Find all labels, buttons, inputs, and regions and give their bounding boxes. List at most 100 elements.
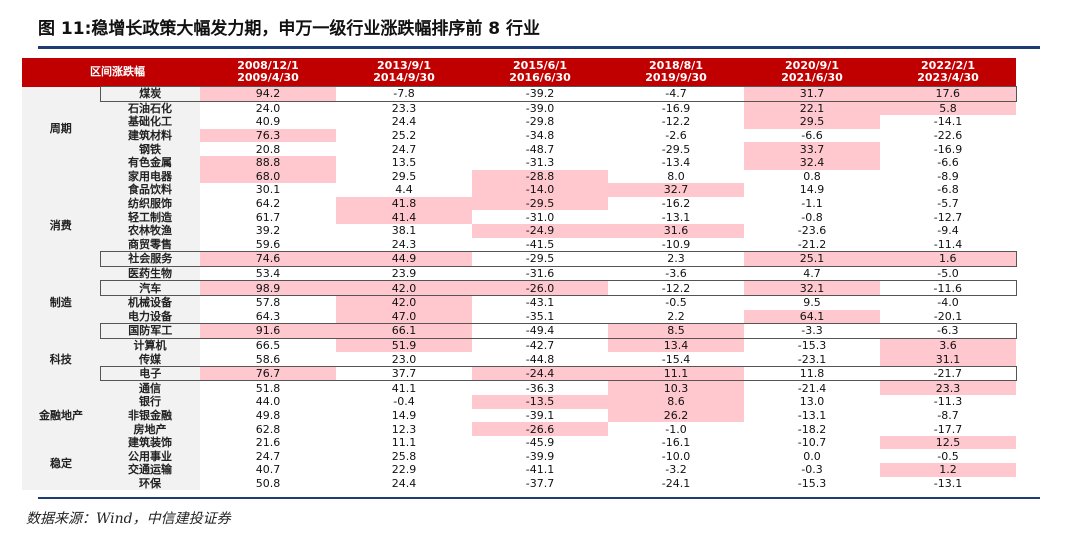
- value-cell: -11.3: [933, 395, 963, 409]
- table-row: 周期 煤炭 94.2 -7.8 -39.2 -4.7 31.7 17.6: [22, 86, 1017, 170]
- industry-name: 煤炭: [99, 86, 200, 102]
- table-row: 房地产 62.8 12.3 -26.6 -1.0 -18.2 -17.7: [22, 422, 1016, 436]
- value-cell: -12.2: [661, 115, 691, 129]
- value-cell: 31.7: [744, 86, 880, 102]
- value-cell: 14.9: [799, 183, 825, 197]
- group-label: 周期: [22, 86, 100, 170]
- value-cell: -17.7: [933, 422, 963, 436]
- table-row: 石油石化 24.0 23.3 -39.0 -16.9 22.1 5.8: [22, 101, 1016, 116]
- value-cell: -2.6: [665, 129, 687, 143]
- header-period-4: 2018/8/1 2019/9/30: [608, 58, 744, 87]
- value-cell: -14.1: [933, 115, 963, 129]
- industry-returns-table: 区间涨跌幅 2008/12/1 2009/4/30 2013/9/1 2014/9/…: [22, 58, 1017, 491]
- value-cell: -15.4: [661, 352, 691, 366]
- industry-name: 基础化工: [100, 115, 200, 129]
- value-cell: -35.1: [525, 309, 555, 323]
- value-cell: -3.3: [744, 323, 880, 339]
- value-cell: 98.9: [200, 280, 336, 296]
- industry-name: 商贸零售: [100, 237, 200, 252]
- table-row: 机械设备 57.8 42.0 -43.1 -0.5 9.5 -4.0: [22, 295, 1016, 310]
- table-row: 公用事业 24.7 25.8 -39.9 -10.0 0.0 -0.5: [22, 449, 1016, 464]
- value-cell: 44.0: [255, 395, 281, 409]
- value-cell: -16.9: [661, 101, 691, 115]
- value-cell: -3.2: [665, 463, 687, 477]
- value-cell: 31.6: [608, 223, 744, 238]
- table-row: 轻工制造 61.7 41.4 -31.0 -13.1 -0.8 -12.7: [22, 210, 1016, 224]
- value-cell: 41.4: [336, 210, 472, 224]
- value-cell: 91.6: [200, 323, 336, 339]
- value-cell: 0.0: [803, 449, 821, 463]
- value-cell: 24.7: [391, 142, 417, 156]
- value-cell: 22.9: [391, 463, 417, 477]
- table-row: 科技 国防军工 91.6 66.1 -49.4 8.5 -3.3 -6.3: [22, 323, 1017, 396]
- value-cell: 23.3: [880, 380, 1016, 396]
- value-cell: -23.6: [797, 224, 827, 238]
- value-cell: -0.3: [801, 463, 823, 477]
- table-row: 基础化工 40.9 24.4 -29.8 -12.2 29.5 -14.1: [22, 115, 1016, 129]
- value-cell: -37.7: [525, 476, 555, 490]
- industry-name: 食品饮料: [100, 183, 200, 197]
- value-cell: 22.1: [744, 101, 880, 116]
- table-row: 稳定 建筑装饰 21.6 11.1 -45.9 -16.1 -10.7 12.5: [22, 435, 1016, 491]
- value-cell: -13.4: [661, 156, 691, 170]
- table-row: 消费 家用电器 68.0 29.5 -28.8 8.0 0.8 -8.9: [22, 169, 1016, 281]
- value-cell: 32.7: [608, 183, 744, 197]
- industry-name: 钢铁: [100, 142, 200, 156]
- value-cell: -10.0: [661, 449, 691, 463]
- value-cell: 31.1: [880, 352, 1016, 367]
- industry-name: 汽车: [99, 280, 200, 296]
- industry-name: 社会服务: [99, 251, 200, 267]
- table-row: 有色金属 88.8 13.5 -31.3 -13.4 32.4 -6.6: [22, 155, 1016, 170]
- value-cell: 88.8: [200, 155, 336, 170]
- industry-name: 公用事业: [100, 449, 200, 464]
- value-cell: -42.7: [525, 338, 555, 352]
- table-row: 金融地产 银行 44.0 -0.4 -13.5 8.6 13.0 -11.3: [22, 395, 1016, 436]
- value-cell: -16.1: [661, 436, 691, 450]
- value-cell: 5.8: [880, 101, 1016, 116]
- value-cell: -20.1: [933, 309, 963, 323]
- value-cell: 11.1: [391, 436, 417, 450]
- industry-name: 轻工制造: [100, 210, 200, 224]
- value-cell: -45.9: [525, 436, 555, 450]
- value-cell: -44.8: [525, 352, 555, 366]
- value-cell: -0.5: [937, 449, 959, 463]
- value-cell: -11.4: [933, 237, 963, 251]
- industry-name: 农林牧渔: [100, 223, 200, 238]
- value-cell: 25.1: [744, 251, 880, 267]
- bottom-rule: [38, 497, 1040, 499]
- table-row: 电力设备 64.3 47.0 -35.1 2.2 64.1 -20.1: [22, 309, 1016, 324]
- value-cell: 4.4: [395, 183, 413, 197]
- value-cell: -22.6: [933, 129, 963, 143]
- corner-label: 区间涨跌幅: [22, 58, 200, 87]
- value-cell: -21.4: [797, 381, 827, 395]
- value-cell: 42.0: [336, 280, 472, 296]
- value-cell: 53.4: [255, 267, 281, 281]
- value-cell: 38.1: [391, 224, 417, 238]
- value-cell: 33.7: [744, 142, 880, 156]
- value-cell: 59.6: [255, 237, 281, 251]
- industry-name: 机械设备: [100, 295, 200, 310]
- value-cell: -23.1: [797, 352, 827, 366]
- value-cell: -39.0: [525, 101, 555, 115]
- table-row: 通信 51.8 41.1 -36.3 10.3 -21.4 23.3: [22, 380, 1016, 396]
- value-cell: 32.1: [744, 280, 880, 296]
- value-cell: 0.8: [803, 169, 821, 183]
- value-cell: 11.1: [608, 365, 744, 382]
- value-cell: -13.1: [797, 408, 827, 422]
- industry-name: 非银金融: [100, 408, 200, 423]
- value-cell: -8.7: [937, 408, 959, 422]
- value-cell: -3.6: [665, 267, 687, 281]
- industry-name: 计算机: [100, 338, 200, 353]
- value-cell: 29.5: [391, 169, 417, 183]
- header-period-6: 2022/2/1 2023/4/30: [880, 58, 1016, 87]
- value-cell: 41.1: [391, 381, 417, 395]
- value-cell: 41.8: [336, 196, 472, 211]
- value-cell: 39.2: [255, 224, 281, 238]
- group-label: 制造: [22, 280, 100, 324]
- value-cell: -13.1: [933, 476, 963, 490]
- table-row: 制造 汽车 98.9 42.0 -26.0 -12.2 32.1 -11.6: [22, 280, 1017, 324]
- value-cell: 37.7: [336, 365, 472, 382]
- industry-name: 环保: [100, 476, 200, 491]
- value-cell: 3.6: [880, 338, 1016, 353]
- value-cell: 9.5: [803, 296, 821, 310]
